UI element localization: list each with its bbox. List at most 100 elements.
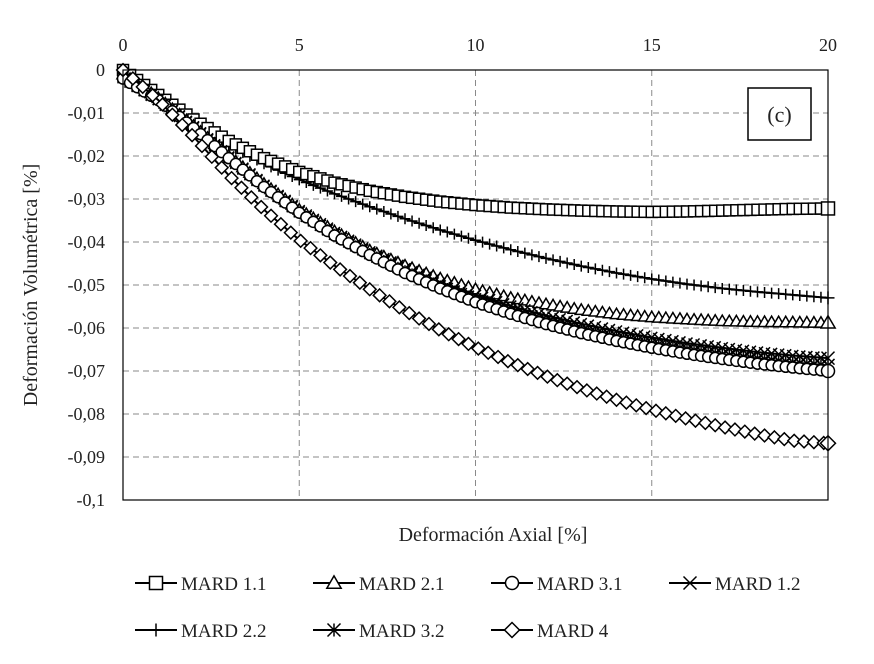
marker-plus <box>688 279 700 291</box>
y-tick-label: -0,02 <box>68 146 106 166</box>
marker-plus <box>477 236 489 248</box>
marker-diamond <box>767 429 782 445</box>
marker-diamond <box>263 208 279 224</box>
marker-plus <box>343 193 355 205</box>
series-mard-4 <box>115 62 837 452</box>
marker-diamond <box>411 311 427 326</box>
marker-diamond <box>273 216 289 232</box>
marker-diamond <box>145 87 160 103</box>
marker-diamond <box>135 79 151 95</box>
marker-diamond <box>470 341 486 356</box>
marker-diamond <box>648 403 664 419</box>
marker-plus <box>674 277 686 289</box>
marker-plus <box>618 268 630 280</box>
marker-diamond <box>332 262 348 277</box>
marker-diamond <box>461 336 476 352</box>
legend-label: MARD 4 <box>537 621 609 642</box>
marker-diamond <box>313 247 328 263</box>
marker-plus <box>399 213 411 225</box>
y-tick-label: -0,1 <box>77 490 106 510</box>
marker-diamond <box>503 621 521 639</box>
marker-plus <box>329 188 340 200</box>
y-tick-label: -0,08 <box>68 404 106 424</box>
legend-label: MARD 1.2 <box>715 574 801 595</box>
marker-plus <box>441 226 453 238</box>
marker-diamond <box>480 345 496 361</box>
legend: MARD 1.1 MARD 2.1 MARD 3.1 MARD 1.2 MARD 2.2… <box>135 574 801 642</box>
marker-diamond <box>362 281 378 297</box>
marker-plus <box>625 269 637 281</box>
marker-plus <box>420 219 432 231</box>
x-tick-label: 5 <box>295 35 304 55</box>
y-tick-label: -0,05 <box>68 275 106 295</box>
marker-asterisk <box>326 622 342 638</box>
y-tick-label: 0 <box>96 60 105 80</box>
marker-diamond <box>717 420 733 435</box>
marker-plus <box>455 230 467 242</box>
marker-plus <box>512 245 524 257</box>
marker-plus <box>596 264 608 276</box>
marker-diamond <box>352 275 368 291</box>
marker-plus <box>448 228 460 240</box>
marker-diamond <box>530 365 545 381</box>
marker-plus <box>589 263 601 275</box>
marker-x <box>682 575 698 591</box>
marker-diamond <box>382 293 397 309</box>
marker-diamond <box>155 97 170 112</box>
marker-plus <box>406 215 418 227</box>
marker-diamond <box>372 287 388 303</box>
marker-plus <box>667 276 679 288</box>
legend-label: MARD 2.2 <box>181 621 267 642</box>
marker-diamond <box>174 117 190 133</box>
marker-plus <box>575 260 587 272</box>
marker-diamond <box>510 357 526 373</box>
marker-diamond <box>707 417 723 433</box>
marker-plus <box>350 196 362 208</box>
marker-diamond <box>391 299 407 315</box>
marker-plus <box>603 266 615 278</box>
marker-diamond <box>747 426 763 442</box>
legend-item-mard-2-1: MARD 2.1 <box>313 574 445 595</box>
x-tick-label: 15 <box>643 35 661 55</box>
y-tick-label: -0,07 <box>68 361 106 381</box>
marker-diamond <box>520 361 536 377</box>
x-tick-labels: 0 5 10 15 20 <box>119 35 838 55</box>
y-tick-label: -0,09 <box>68 447 106 467</box>
marker-diamond <box>421 316 437 332</box>
y-tick-label: -0,06 <box>68 318 106 338</box>
marker-plus <box>646 273 658 285</box>
marker-plus <box>385 208 397 220</box>
legend-label: MARD 1.1 <box>181 574 267 595</box>
marker-triangle <box>325 574 343 589</box>
x-axis-title: Deformación Axial [%] <box>399 524 588 546</box>
marker-diamond <box>204 149 220 165</box>
marker-diamond <box>303 240 318 256</box>
y-tick-label: -0,01 <box>68 103 106 123</box>
marker-plus <box>371 203 383 215</box>
x-tick-label: 10 <box>467 35 485 55</box>
marker-plus <box>653 274 665 286</box>
legend-item-mard-1-2: MARD 1.2 <box>669 574 801 595</box>
marker-plus <box>533 251 545 263</box>
marker-diamond <box>184 127 200 143</box>
marker-plus <box>434 224 446 236</box>
marker-plus <box>582 261 594 273</box>
marker-plus <box>321 185 333 197</box>
marker-plus <box>378 206 390 218</box>
marker-diamond <box>658 405 674 421</box>
marker-diamond <box>401 305 417 321</box>
marker-diamond <box>490 349 506 365</box>
plot-frame <box>122 69 829 501</box>
marker-diamond <box>776 431 792 447</box>
marker-diamond <box>688 413 703 429</box>
marker-diamond <box>243 189 259 205</box>
y-tick-label: -0,03 <box>68 189 106 209</box>
marker-plus <box>540 252 552 264</box>
legend-item-mard-4: MARD 4 <box>491 621 609 642</box>
marker-plus <box>336 190 348 202</box>
marker-diamond <box>796 434 812 449</box>
marker-diamond <box>678 410 693 426</box>
marker-diamond <box>224 170 239 186</box>
x-tick-label: 20 <box>819 35 837 55</box>
